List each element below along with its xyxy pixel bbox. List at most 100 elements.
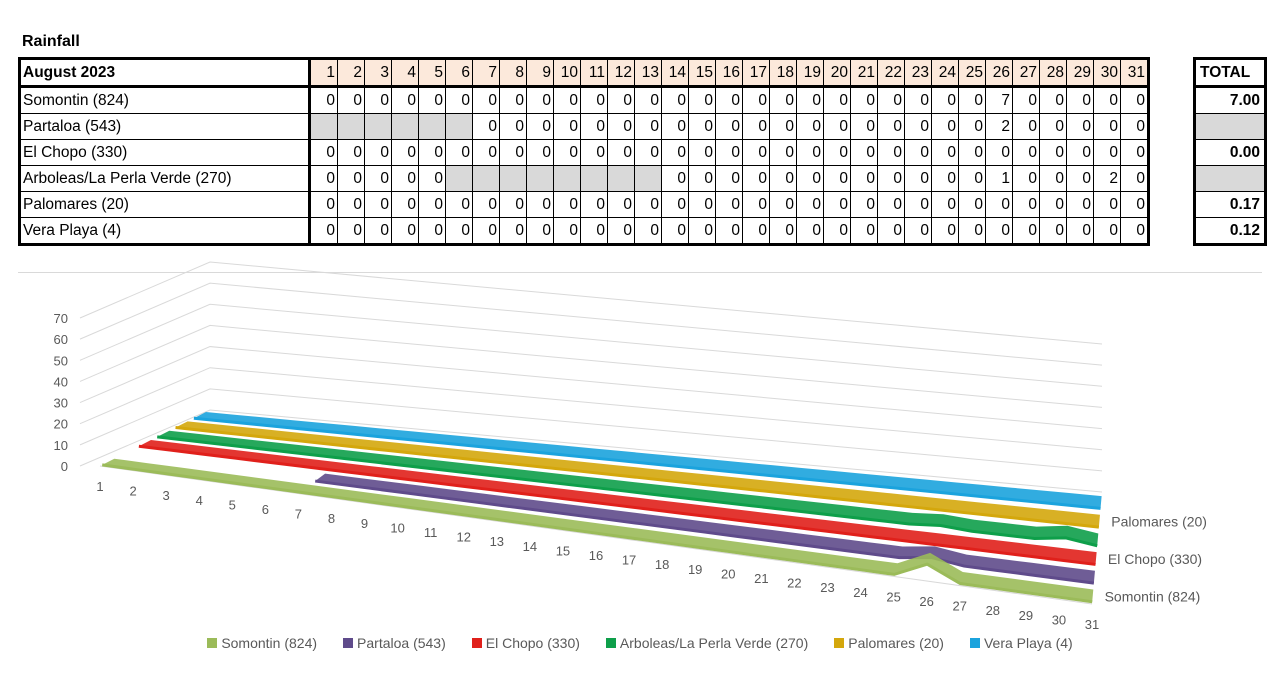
gridline (79, 388, 1103, 472)
chart-legend: Somontin (824) Partaloa (543) El Chopo (33… (0, 635, 1280, 651)
table-row: Arboleas/La Perla Verde (270) 0 0 0 0 0 0 0 0 0 0 0… (19, 165, 1149, 192)
x-tick-label: 31 (1085, 617, 1099, 632)
x-tick-label: 18 (655, 557, 669, 572)
depth-label: Somontin (824) (1105, 588, 1201, 604)
series-ribbon (102, 458, 1094, 602)
x-tick-label: 28 (986, 603, 1000, 618)
rain-cell: 0 (931, 217, 959, 245)
rain-cell: 0 (553, 113, 581, 140)
rain-cell: 0 (364, 165, 392, 192)
day-header: 16 (715, 58, 743, 88)
x-tick-label: 15 (556, 543, 570, 558)
rain-cell: 0 (1120, 217, 1149, 245)
day-header: 28 (1039, 58, 1067, 88)
rain-cell: 0 (1039, 86, 1067, 114)
depth-label: El Chopo (330) (1108, 551, 1202, 567)
rain-cell (580, 165, 608, 192)
x-tick-label: 22 (787, 576, 801, 591)
day-header: 2 (337, 58, 365, 88)
legend-item: Vera Playa (4) (969, 635, 1073, 651)
rain-cell: 0 (769, 139, 797, 166)
rain-cell: 0 (958, 139, 986, 166)
y-tick-label: 60 (54, 332, 68, 347)
rain-cell: 0 (769, 86, 797, 114)
y-tick-label: 10 (54, 438, 68, 453)
x-tick-label: 13 (490, 534, 504, 549)
day-header: 14 (661, 58, 689, 88)
rain-cell: 0 (1012, 191, 1040, 218)
x-tick-label: 14 (523, 539, 537, 554)
station-name: Partaloa (543) (19, 113, 311, 140)
day-header: 10 (553, 58, 581, 88)
y-tick-label: 0 (61, 459, 68, 474)
rain-cell (418, 113, 446, 140)
rain-cell (309, 113, 338, 140)
series-ribbon (157, 430, 1099, 546)
rain-cell: 0 (418, 165, 446, 192)
x-tick-label: 1 (96, 479, 103, 494)
page-title: Rainfall (22, 33, 80, 50)
rain-cell: 0 (904, 217, 932, 245)
day-header: 19 (796, 58, 824, 88)
x-tick-label: 12 (456, 530, 470, 545)
x-tick-label: 4 (196, 493, 203, 508)
rain-cell: 0 (1012, 113, 1040, 140)
day-header: 12 (607, 58, 635, 88)
series-ribbon (138, 440, 1097, 565)
depth-label: Palomares (20) (1111, 514, 1207, 530)
total-cell (1194, 113, 1266, 140)
total-header: TOTAL (1194, 58, 1266, 88)
rain-cell: 0 (634, 191, 662, 218)
series-line (193, 416, 1101, 510)
rain-cell: 0 (607, 113, 635, 140)
series-line (101, 463, 1093, 604)
day-header: 26 (985, 58, 1013, 88)
rain-cell: 0 (499, 217, 527, 245)
rain-cell: 0 (796, 217, 824, 245)
y-tick-label: 30 (54, 396, 68, 411)
rain-cell: 0 (850, 139, 878, 166)
x-tick-label: 10 (390, 520, 404, 535)
rain-cell: 0 (1066, 139, 1094, 166)
day-header: 11 (580, 58, 608, 88)
table-row: Palomares (20) 0 0 0 0 0 0 0 0 0 0 0 0 0 0 0 0 0 0 0 0 0 0 0 0 0 0… (19, 191, 1149, 218)
rain-cell: 0 (931, 86, 959, 114)
day-header: 13 (634, 58, 662, 88)
y-tick-label: 70 (54, 311, 68, 326)
legend-item: El Chopo (330) (471, 635, 580, 651)
day-header: 15 (688, 58, 716, 88)
x-tick-label: 7 (295, 507, 302, 522)
x-tick-label: 29 (1019, 608, 1033, 623)
x-tick-label: 16 (589, 548, 603, 563)
x-tick-label: 30 (1052, 612, 1066, 627)
rain-cell: 0 (823, 113, 851, 140)
y-tick-label: 40 (54, 374, 68, 389)
rain-cell: 0 (580, 113, 608, 140)
series-line (175, 426, 1100, 529)
day-header: 21 (850, 58, 878, 88)
total-cell: 7.00 (1194, 86, 1266, 114)
gridline (79, 367, 1103, 451)
legend-swatch (969, 638, 980, 648)
gridline (79, 346, 1103, 430)
rain-cell: 0 (1120, 191, 1149, 218)
rain-cell: 0 (526, 113, 554, 140)
gridline (79, 409, 1103, 493)
rain-cell: 0 (472, 191, 500, 218)
rain-cell: 0 (688, 165, 716, 192)
rain-cell: 0 (1039, 113, 1067, 140)
legend-swatch (471, 638, 482, 648)
gridline (79, 261, 1103, 345)
total-cell (1194, 165, 1266, 192)
x-tick-label: 5 (229, 497, 236, 512)
legend-label: Partaloa (543) (357, 635, 446, 651)
rain-cell: 0 (1093, 113, 1121, 140)
rain-cell: 0 (391, 217, 419, 245)
legend-label: Somontin (824) (221, 635, 318, 651)
rain-cell: 0 (580, 86, 608, 114)
floor-front-edge (99, 465, 1093, 605)
day-header: 17 (742, 58, 770, 88)
rain-cell: 0 (553, 139, 581, 166)
legend-label: Vera Playa (4) (983, 635, 1073, 651)
